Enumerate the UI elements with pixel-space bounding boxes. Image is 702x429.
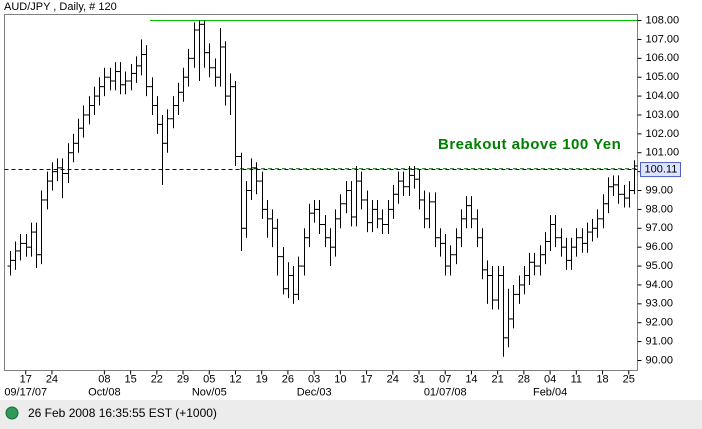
y-tick-label: 107.00 (646, 33, 680, 45)
timestamp: 26 Feb 2008 16:35:55 EST (+1000) (28, 406, 217, 420)
x-tick-label: 19 (256, 373, 268, 385)
chart-title: AUD/JPY , Daily, # 120 (4, 1, 117, 13)
period-label: Dec/03 (297, 386, 332, 398)
period-label: 09/17/07 (4, 386, 47, 398)
x-tick-label: 04 (544, 373, 556, 385)
status-icon (5, 406, 19, 420)
x-tick-label: 25 (623, 373, 635, 385)
y-tick-label: 105.00 (646, 71, 680, 83)
period-label: Oct/08 (88, 386, 120, 398)
x-tick-label: 29 (177, 373, 189, 385)
x-tick-label: 22 (151, 373, 163, 385)
y-tick-label: 91.00 (646, 336, 674, 348)
x-tick-label: 17 (20, 373, 32, 385)
last-price-label: 100.11 (645, 163, 678, 175)
x-tick-label: 17 (360, 373, 372, 385)
x-tick-label: 21 (492, 373, 504, 385)
x-tick-label: 15 (124, 373, 136, 385)
period-label: Feb/04 (533, 386, 567, 398)
x-tick-label: 31 (413, 373, 425, 385)
y-tick-label: 96.00 (646, 241, 674, 253)
x-tick-label: 24 (387, 373, 399, 385)
x-tick-label: 18 (596, 373, 608, 385)
y-tick-label: 90.00 (646, 354, 674, 366)
x-tick-label: 03 (308, 373, 320, 385)
last-price-box (640, 162, 681, 178)
status-bar (0, 400, 702, 429)
y-tick-label: 101.00 (646, 147, 680, 159)
x-tick-label: 28 (518, 373, 530, 385)
y-tick-label: 102.00 (646, 128, 680, 140)
y-tick-label: 98.00 (646, 203, 674, 215)
x-tick-label: 07 (439, 373, 451, 385)
y-tick-label: 103.00 (646, 109, 680, 121)
y-tick-label: 97.00 (646, 222, 674, 234)
y-tick-label: 95.00 (646, 260, 674, 272)
x-tick-label: 14 (465, 373, 477, 385)
x-tick-label: 11 (571, 373, 582, 385)
x-tick-label: 26 (282, 373, 294, 385)
plot-layer: 90.00 91.00 92.00 93.00 94.00 95.00 96.00 97.00… (4, 14, 681, 398)
x-tick-label: 10 (334, 373, 346, 385)
x-tick-label: 05 (203, 373, 215, 385)
y-tick-label: 104.00 (646, 90, 680, 102)
period-label: Nov/05 (192, 386, 227, 398)
y-tick-label: 92.00 (646, 317, 674, 329)
y-tick-label: 106.00 (646, 52, 680, 64)
x-tick-label: 12 (229, 373, 241, 385)
y-tick-label: 94.00 (646, 279, 674, 291)
y-tick-label: 108.00 (646, 14, 680, 26)
y-tick-label: 93.00 (646, 298, 674, 310)
plot-area (4, 14, 638, 371)
annotation: Breakout above 100 Yen (438, 136, 621, 153)
x-tick-label: 24 (46, 373, 58, 385)
y-tick-label: 99.00 (646, 184, 674, 196)
period-label: 01/07/08 (424, 386, 467, 398)
x-tick-label: 08 (98, 373, 110, 385)
